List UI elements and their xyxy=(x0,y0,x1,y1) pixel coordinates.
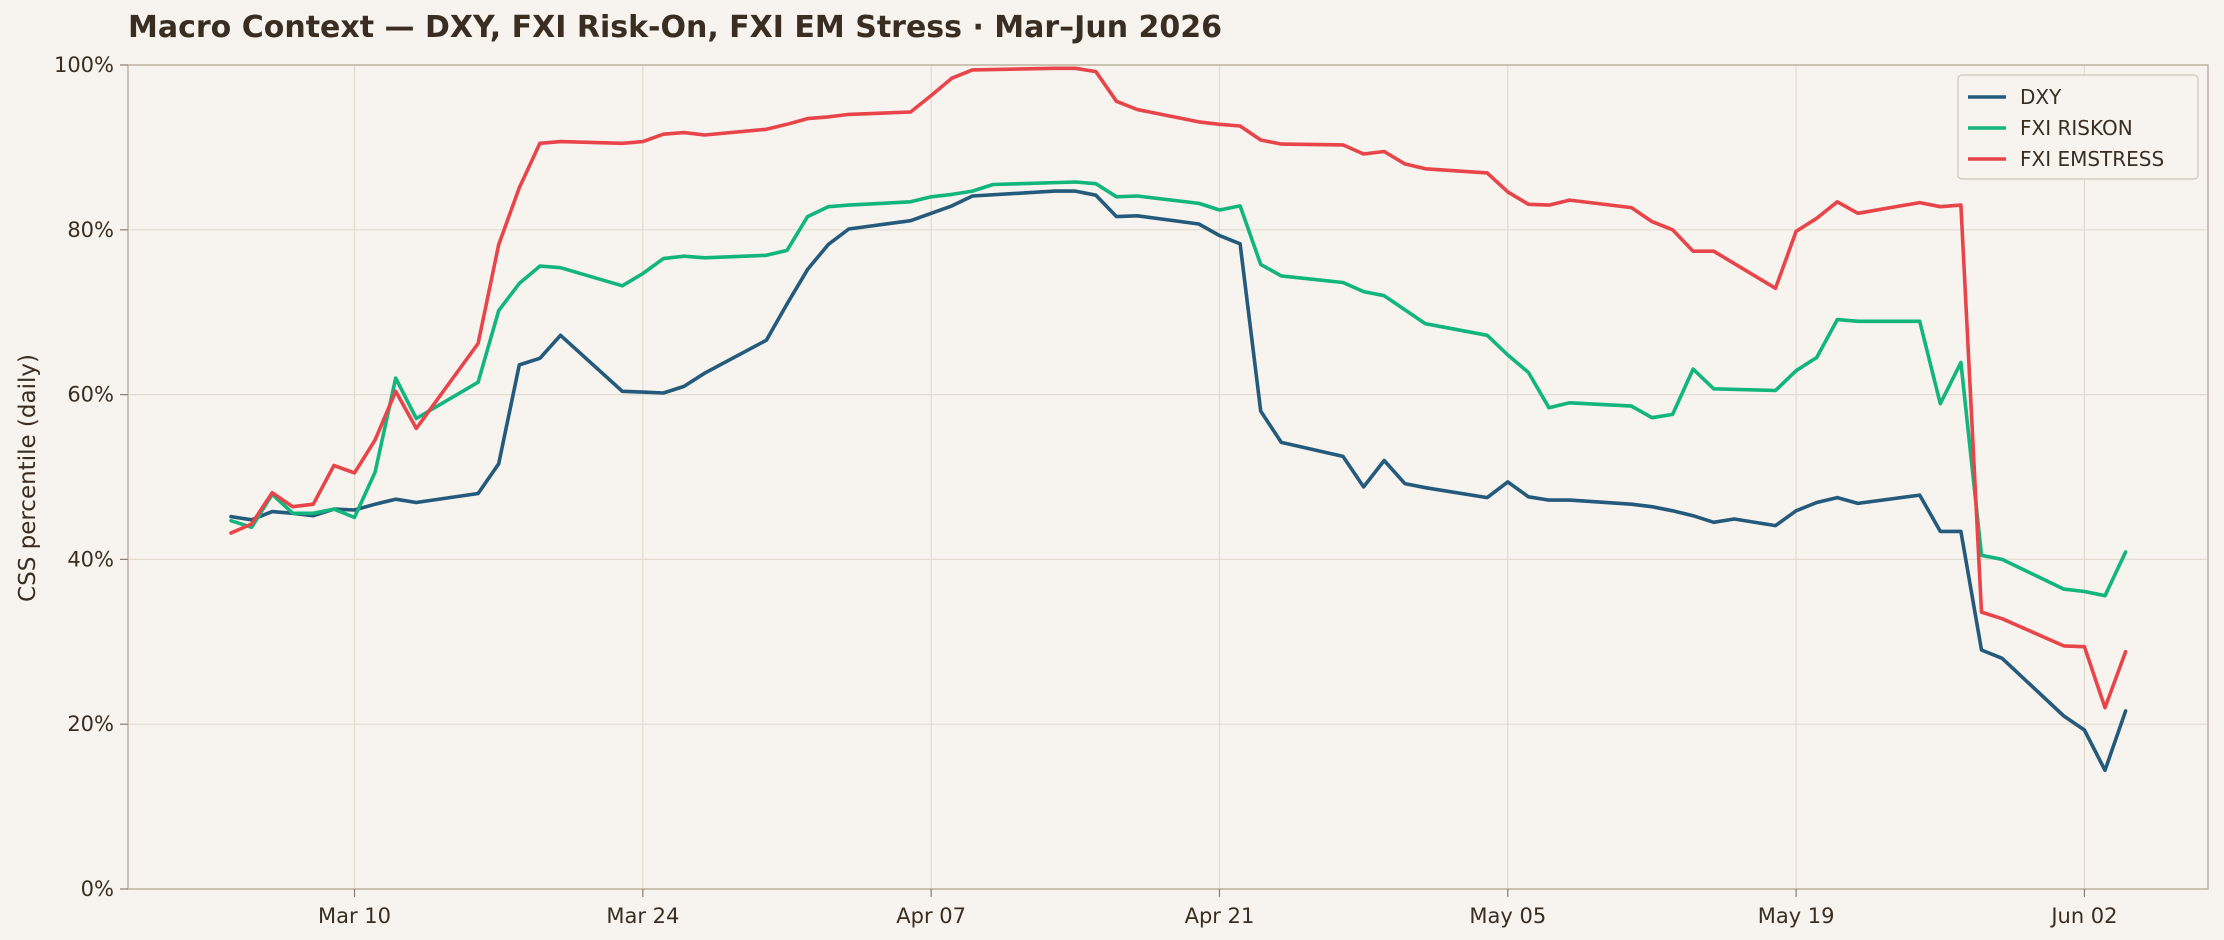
legend-label: FXI EMSTRESS xyxy=(2020,147,2164,171)
y-tick-label: 80% xyxy=(67,218,114,242)
legend-label: DXY xyxy=(2020,85,2062,109)
plot-area xyxy=(127,64,2209,890)
y-tick-label: 60% xyxy=(67,383,114,407)
series-line-fxi-emstress xyxy=(229,66,2128,710)
legend-box xyxy=(1957,74,2199,180)
x-tick-label: May 19 xyxy=(1758,904,1835,928)
series-line-dxy xyxy=(229,189,2128,773)
chart-title: Macro Context — DXY, FXI Risk-On, FXI EM… xyxy=(128,10,1223,45)
x-tick-label: Apr 07 xyxy=(896,904,966,928)
axis-ticks: 0% 20% 40% 60% 80% 100% Mar 10 Mar 24 Apr 07 Apr … xyxy=(54,53,2118,928)
y-tick-label: 0% xyxy=(81,877,114,901)
y-tick-label: 100% xyxy=(54,53,114,77)
x-tick-label: Mar 24 xyxy=(606,904,679,928)
y-tick-label: 40% xyxy=(67,547,114,571)
series-line-fxi-riskon xyxy=(229,180,2128,598)
y-tick-label: 20% xyxy=(67,712,114,736)
x-tick-label: Mar 10 xyxy=(318,904,391,928)
grid-lines xyxy=(128,64,2208,890)
x-tick-label: Jun 02 xyxy=(2049,904,2117,928)
legend-label: FXI RISKON xyxy=(2020,116,2133,140)
legend: DXY FXI RISKON FXI EMSTRESS xyxy=(1957,74,2199,180)
x-tick-label: May 05 xyxy=(1469,904,1546,928)
series-lines xyxy=(229,66,2128,773)
x-tick-label: Apr 21 xyxy=(1185,904,1255,928)
